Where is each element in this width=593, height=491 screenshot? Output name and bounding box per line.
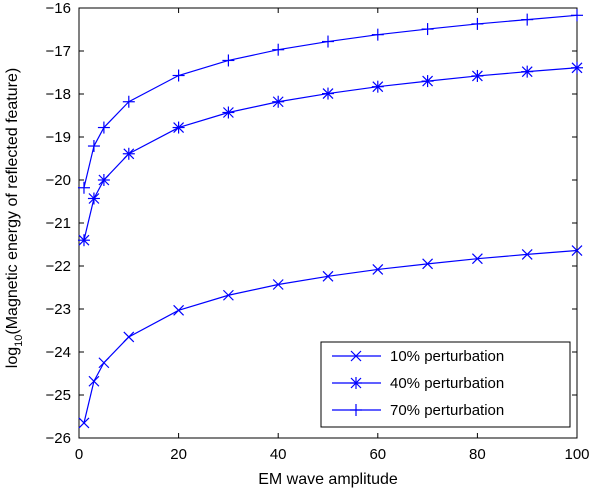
data-point bbox=[87, 192, 100, 205]
legend-marker bbox=[350, 404, 362, 416]
data-point bbox=[571, 9, 583, 22]
data-point bbox=[272, 95, 285, 108]
y-tick-label: −16 bbox=[46, 0, 71, 17]
data-point bbox=[122, 147, 135, 160]
legend: 10% perturbation 40% perturbation 70% pert… bbox=[320, 341, 571, 428]
y-tick-label: −21 bbox=[46, 215, 71, 232]
series-1 bbox=[78, 245, 583, 429]
data-point bbox=[222, 54, 235, 67]
data-point bbox=[77, 181, 90, 194]
data-point bbox=[78, 417, 90, 429]
data-point bbox=[122, 95, 135, 108]
y-axis-label-rest: (Magnetic energy of reflected feature) bbox=[4, 68, 21, 335]
data-point bbox=[371, 80, 384, 93]
data-point bbox=[123, 331, 135, 343]
legend-item: 10% perturbation bbox=[332, 348, 504, 365]
data-point bbox=[88, 375, 100, 387]
x-tick-label: 40 bbox=[270, 446, 287, 463]
data-point bbox=[87, 140, 100, 153]
data-point bbox=[172, 69, 185, 82]
data-point bbox=[172, 121, 185, 134]
y-tick-label: −18 bbox=[46, 86, 71, 103]
y-tick-label: −22 bbox=[46, 258, 71, 275]
axis-ticks: 0 20 40 60 80 100 −26 −25 −24 −23 −22 −21 −20 −19 −18 −… bbox=[46, 0, 590, 463]
legend-item: 70% perturbation bbox=[332, 402, 504, 419]
data-point bbox=[272, 279, 284, 290]
series-layer bbox=[77, 9, 583, 429]
data-point bbox=[421, 75, 434, 88]
y-axis-label-prefix: log bbox=[4, 347, 21, 368]
data-point bbox=[422, 258, 434, 270]
data-point bbox=[322, 270, 334, 282]
series-3 bbox=[77, 9, 583, 194]
data-point bbox=[98, 357, 110, 369]
legend-label: 40% perturbation bbox=[390, 375, 504, 392]
y-tick-label: −20 bbox=[46, 172, 71, 189]
y-axis-label-subscript: 10 bbox=[13, 335, 25, 347]
data-point bbox=[322, 87, 334, 100]
data-point bbox=[222, 289, 234, 301]
data-point bbox=[322, 35, 334, 48]
data-point bbox=[371, 28, 384, 41]
data-point bbox=[571, 245, 583, 256]
legend-item: 40% perturbation bbox=[332, 375, 504, 392]
data-point bbox=[471, 17, 484, 30]
data-point bbox=[571, 61, 583, 74]
legend-marker bbox=[350, 377, 362, 389]
data-point bbox=[272, 43, 285, 56]
data-point bbox=[521, 13, 534, 26]
data-point bbox=[222, 106, 235, 119]
y-tick-label: −24 bbox=[46, 344, 71, 361]
data-point bbox=[471, 253, 483, 265]
data-point bbox=[77, 234, 90, 247]
x-tick-label: 20 bbox=[170, 446, 187, 463]
data-point bbox=[372, 264, 384, 275]
data-point bbox=[97, 174, 110, 186]
y-tick-label: −26 bbox=[46, 430, 71, 447]
legend-marker bbox=[350, 350, 362, 362]
x-tick-label: 100 bbox=[564, 446, 589, 463]
x-axis-label: EM wave amplitude bbox=[258, 471, 398, 488]
series-2 bbox=[77, 61, 583, 247]
data-point bbox=[97, 121, 110, 134]
data-point bbox=[173, 304, 185, 316]
data-point bbox=[521, 65, 534, 78]
data-point bbox=[421, 23, 434, 36]
x-tick-label: 60 bbox=[369, 446, 386, 463]
y-tick-label: −17 bbox=[46, 43, 71, 60]
y-tick-label: −19 bbox=[46, 129, 71, 146]
y-tick-label: −23 bbox=[46, 301, 71, 318]
y-tick-label: −25 bbox=[46, 387, 71, 404]
data-point bbox=[521, 248, 533, 260]
data-point bbox=[471, 69, 484, 82]
legend-label: 70% perturbation bbox=[390, 402, 504, 419]
legend-label: 10% perturbation bbox=[390, 348, 504, 365]
x-tick-label: 80 bbox=[469, 446, 486, 463]
x-tick-label: 0 bbox=[75, 446, 83, 463]
y-axis-label: log10(Magnetic energy of reflected featu… bbox=[4, 68, 25, 368]
